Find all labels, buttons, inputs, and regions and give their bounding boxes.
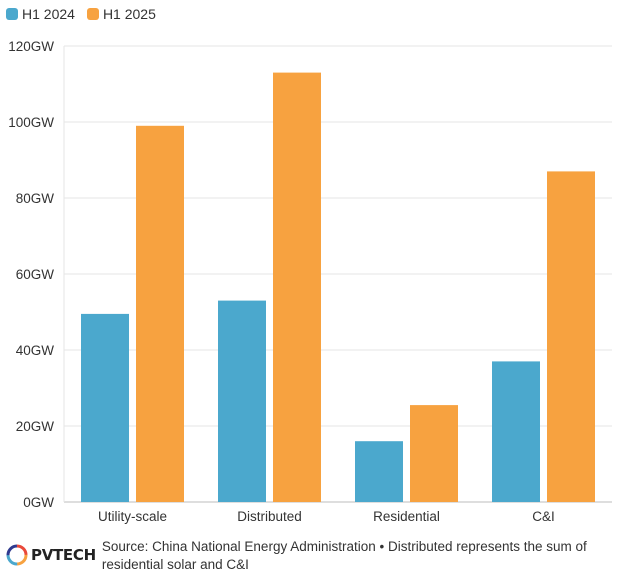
chart-footer: PVTECH Source: China National Energy Adm… xyxy=(6,538,612,574)
x-tick-label: Distributed xyxy=(237,509,302,524)
bar-h1-2025-utility-scale[interactable] xyxy=(136,125,184,503)
bar-h1-2024-utility-scale[interactable] xyxy=(81,313,129,502)
legend-label-h1-2024: H1 2024 xyxy=(22,6,75,22)
x-tick-label: C&I xyxy=(532,509,555,524)
y-tick-label: 40GW xyxy=(16,343,55,358)
y-tick-label: 20GW xyxy=(16,419,55,434)
y-tick-label: 120GW xyxy=(8,39,54,54)
bar-h1-2025-c-i[interactable] xyxy=(547,171,595,502)
y-tick-label: 0GW xyxy=(23,495,54,510)
bar-h1-2025-residential[interactable] xyxy=(410,405,458,502)
bar-h1-2025-distributed[interactable] xyxy=(273,72,321,502)
legend-label-h1-2025: H1 2025 xyxy=(102,6,156,22)
source-note: Source: China National Energy Administra… xyxy=(101,539,587,572)
x-tick-label: Residential xyxy=(373,509,440,524)
legend-swatch-h1-2025 xyxy=(86,8,99,20)
bar-h1-2024-residential[interactable] xyxy=(355,441,403,502)
x-tick-label: Utility-scale xyxy=(98,509,167,524)
bar-chart: 0GW 20GW 40GW 60GW 80GW 100GW 120GW Utility-sca… xyxy=(8,39,612,524)
y-tick-label: 80GW xyxy=(16,191,55,206)
bar-h1-2024-distributed[interactable] xyxy=(218,300,266,502)
chart-legend: H1 2024 H1 2025 xyxy=(6,6,156,22)
legend-item-h1-2024[interactable]: H1 2024 xyxy=(6,6,75,22)
y-tick-label: 60GW xyxy=(16,267,55,282)
legend-item-h1-2025[interactable]: H1 2025 xyxy=(86,6,156,22)
legend-swatch-h1-2024 xyxy=(6,8,18,20)
pvtech-logo: PVTECH xyxy=(6,544,96,566)
bar-h1-2024-c-i[interactable] xyxy=(492,361,540,502)
pvtech-logo-text: PVTECH xyxy=(31,546,96,564)
y-tick-label: 100GW xyxy=(8,115,54,130)
pvtech-logo-icon xyxy=(6,544,28,566)
